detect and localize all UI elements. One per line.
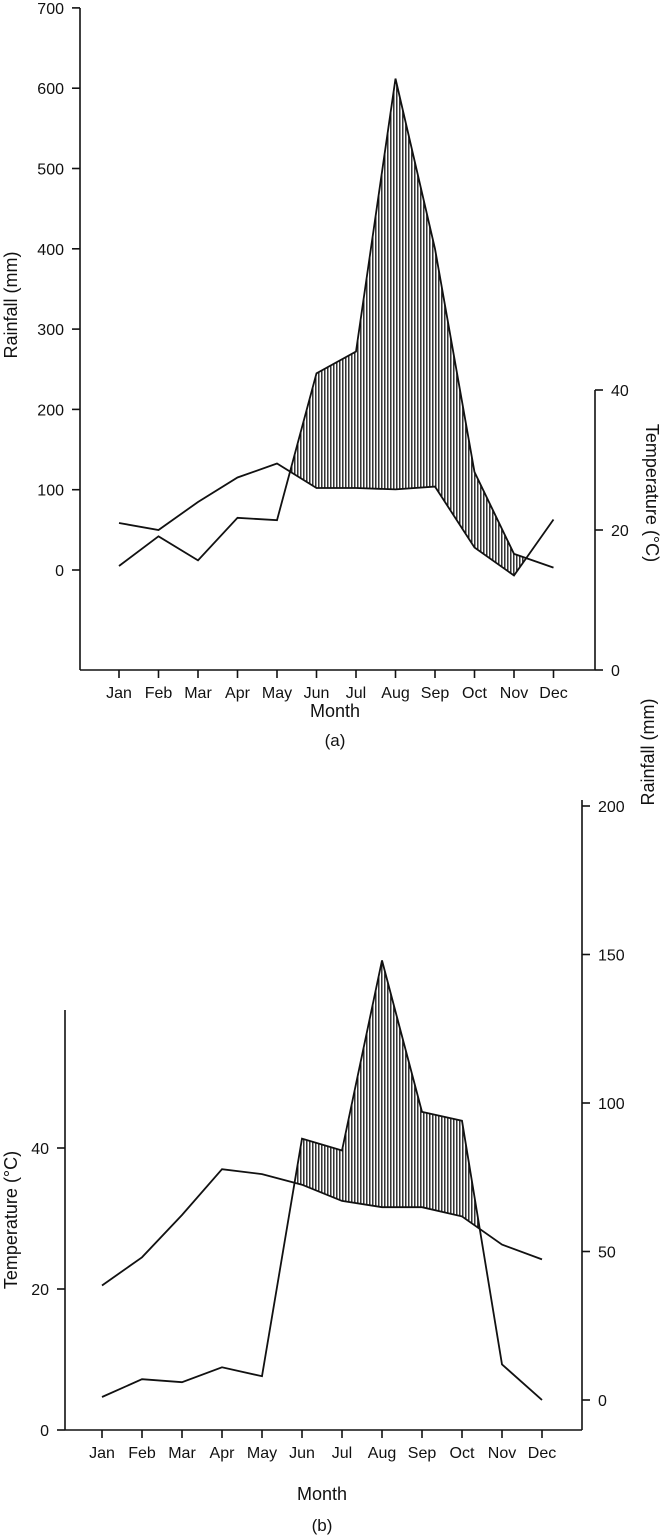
rainfall-axis-tick-label: 400	[37, 242, 64, 259]
month-tick-label: Jan	[89, 1445, 115, 1462]
month-tick-label: Dec	[539, 685, 567, 702]
month-tick-label: Apr	[210, 1445, 236, 1462]
temperature-axis-tick-label: 40	[611, 383, 629, 400]
rainfall-axis-tick-label: 200	[37, 402, 64, 419]
rainfall-axis-tick-label: 300	[37, 322, 64, 339]
month-tick-label: Jan	[106, 685, 132, 702]
month-tick-label: Jul	[332, 1445, 352, 1462]
chart-panel-a: 0 100 200 300 400 500 600 700 0 20 40 Jan Feb Mar Ap…	[1, 1, 660, 750]
month-tick-label: Feb	[128, 1445, 156, 1462]
temperature-axis-tick-label: 0	[40, 1423, 49, 1440]
month-tick-label: Nov	[500, 685, 528, 702]
chart-panel-b: 0 20 40 0 50 100 150 200 Jan Feb Mar Apr May Jun Jul…	[1, 698, 658, 1535]
rainfall-axis-tick-label: 0	[55, 563, 64, 580]
x-axis-title: Month	[310, 701, 360, 721]
month-tick-label: Aug	[368, 1445, 396, 1462]
rainfall-line	[101, 960, 543, 1401]
rainfall-axis-ticks: 0 50 100 150 200	[582, 799, 625, 1410]
rainfall-axis-tick-label: 500	[37, 162, 64, 179]
temperature-axis-title: Temperature (°C)	[642, 424, 660, 562]
series-lines	[101, 960, 543, 1401]
temperature-axis-ticks: 0 20 40	[31, 1141, 65, 1440]
x-axis-title: Month	[297, 1484, 347, 1504]
rainfall-axis-title: Rainfall (mm)	[1, 251, 21, 358]
panel-label-b: (b)	[312, 1516, 333, 1535]
month-tick-label: Aug	[381, 685, 409, 702]
month-tick-label: Apr	[225, 685, 251, 702]
month-axis-ticks: Jan Feb Mar Apr May Jun Jul Aug Sep Oct Nov Dec	[89, 1430, 556, 1462]
month-tick-label: May	[262, 685, 292, 702]
rainfall-axis-tick-label: 100	[598, 1096, 625, 1113]
temperature-axis-tick-label: 20	[611, 523, 629, 540]
hatch-region-0	[294, 960, 480, 1229]
panel-label-a: (a)	[325, 731, 346, 750]
rainfall-axis-ticks: 0 100 200 300 400 500 600 700	[37, 1, 80, 580]
month-tick-label: Oct	[450, 1445, 475, 1462]
temperature-axis-ticks: 0 20 40	[595, 383, 629, 680]
month-tick-label: Oct	[462, 685, 487, 702]
rainfall-axis-tick-label: 200	[598, 799, 625, 816]
month-tick-label: Sep	[408, 1445, 437, 1462]
temperature-axis-title: Temperature (°C)	[1, 1151, 21, 1289]
rainfall-axis-tick-label: 150	[598, 948, 625, 965]
temperature-axis-tick-label: 0	[611, 663, 620, 680]
rainfall-axis-title: Rainfall (mm)	[638, 698, 658, 805]
rainfall-axis-tick-label: 0	[598, 1393, 607, 1410]
rainfall-surplus-hatch-area	[290, 78, 527, 576]
hatch-region-0	[290, 78, 527, 576]
month-axis-ticks: Jan Feb Mar Apr May Jun Jul Aug Sep Oct Nov Dec	[106, 670, 568, 702]
rainfall-line	[118, 78, 554, 569]
month-tick-label: Nov	[488, 1445, 516, 1462]
rainfall-axis-tick-label: 100	[37, 483, 64, 500]
month-tick-label: Mar	[168, 1445, 196, 1462]
temperature-axis-tick-label: 40	[31, 1141, 49, 1158]
rainfall-axis-tick-label: 50	[598, 1245, 616, 1262]
month-tick-label: Mar	[184, 685, 212, 702]
month-tick-label: Jun	[304, 685, 330, 702]
month-tick-label: Jul	[346, 685, 366, 702]
temperature-axis-tick-label: 20	[31, 1282, 49, 1299]
rainfall-surplus-hatch-area	[294, 960, 480, 1229]
month-tick-label: Jun	[289, 1445, 315, 1462]
temperature-line	[118, 462, 555, 577]
month-tick-label: Sep	[421, 685, 450, 702]
month-tick-label: Dec	[528, 1445, 556, 1462]
rainfall-axis-tick-label: 600	[37, 81, 64, 98]
rainfall-axis-tick-label: 700	[37, 1, 64, 18]
temperature-line	[101, 1168, 543, 1287]
series-lines	[118, 78, 555, 577]
month-tick-label: Feb	[145, 685, 173, 702]
month-tick-label: May	[247, 1445, 277, 1462]
